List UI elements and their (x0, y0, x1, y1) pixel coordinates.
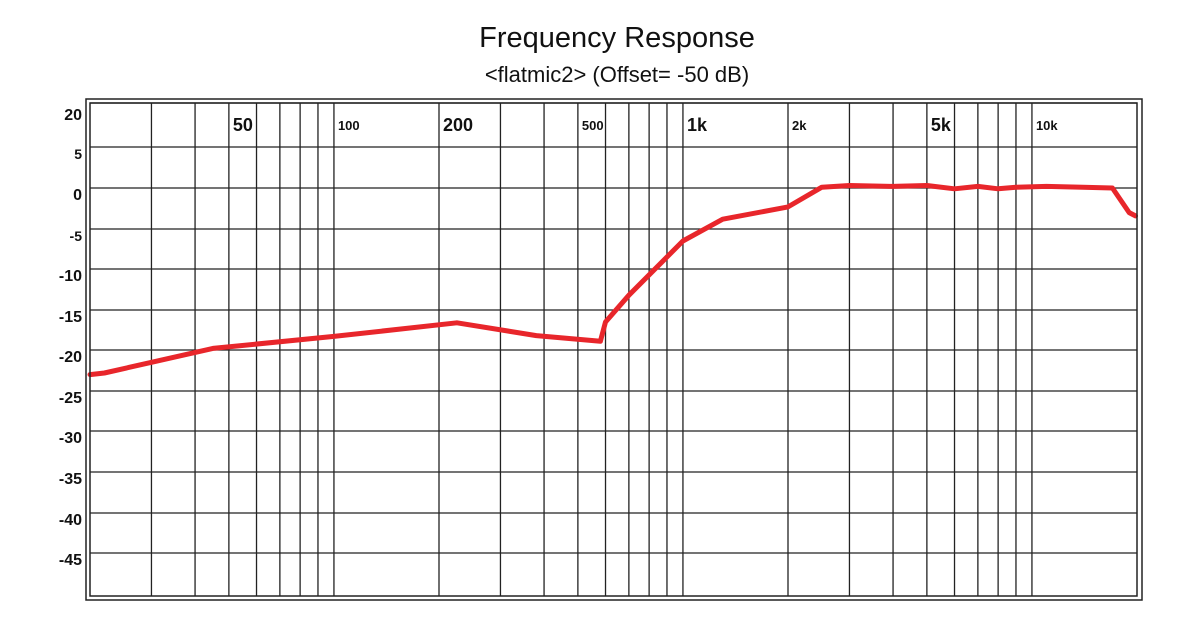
plot-frame-outer (85, 98, 1143, 601)
response-curve (87, 183, 1138, 378)
y-tick-label: -25 (59, 390, 82, 407)
series-group (87, 183, 1138, 378)
y-tick-label: -10 (59, 268, 82, 285)
plot-frame-inner (89, 102, 1138, 597)
x-tick-label: 50 (233, 115, 253, 135)
y-tick-label: 5 (74, 146, 82, 162)
y-tick-label: -15 (59, 309, 82, 326)
x-tick-label: 200 (443, 115, 473, 135)
y-tick-label: -5 (70, 228, 83, 244)
y-tick-label: 0 (73, 187, 82, 204)
chart-title: Frequency Response (479, 22, 755, 54)
x-tick-label: 1k (687, 115, 708, 135)
x-tick-label: 2k (792, 118, 807, 133)
chart-subtitle: <flatmic2> (Offset= -50 dB) (484, 62, 750, 87)
y-axis-labels: 20 5 0 -5 -10 -15 -20 -25 -30 -35 -40 -45 (59, 107, 82, 569)
y-tick-label: -40 (59, 512, 82, 529)
y-tick-label: 20 (64, 107, 82, 124)
x-axis-labels: 50 100 200 500 1k 2k 5k 10k (233, 115, 1059, 135)
x-tick-label: 500 (582, 118, 604, 133)
x-tick-label: 100 (338, 118, 360, 133)
y-tick-label: -45 (59, 552, 82, 569)
grid (90, 102, 1137, 596)
x-tick-label: 10k (1036, 118, 1058, 133)
y-tick-label: -35 (59, 471, 82, 488)
y-tick-label: -20 (59, 349, 82, 366)
x-tick-label: 5k (931, 115, 952, 135)
y-tick-label: -30 (59, 430, 82, 447)
